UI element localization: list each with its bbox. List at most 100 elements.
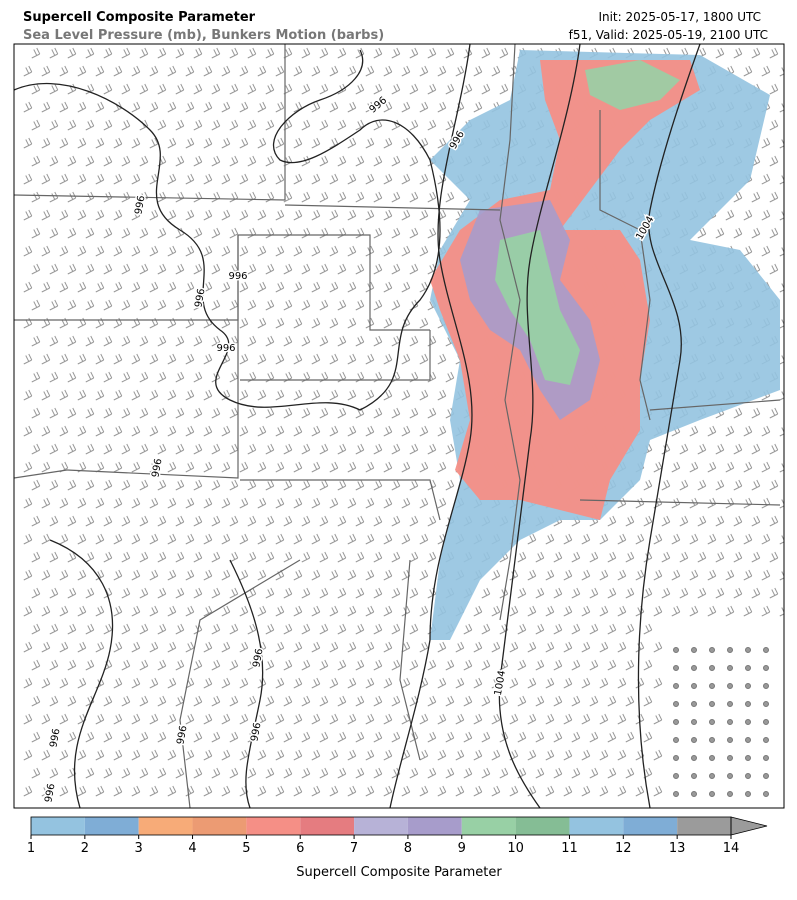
colorbar-segment <box>300 817 355 835</box>
colorbar-segment <box>138 817 193 835</box>
calm-marker <box>691 755 697 761</box>
colorbar-tick-label: 12 <box>615 841 632 856</box>
contour-label: 996 <box>193 288 207 309</box>
colorbar-tick-label: 9 <box>458 841 466 856</box>
colorbar-segment <box>31 817 85 835</box>
contour-label: 996 <box>133 195 147 216</box>
calm-marker <box>709 755 715 761</box>
calm-marker <box>763 755 769 761</box>
contour-label: 996 <box>43 783 57 804</box>
calm-marker <box>745 665 751 671</box>
colorbar-tick-label: 1 <box>27 841 35 856</box>
colorbar-label: Supercell Composite Parameter <box>296 865 502 880</box>
calm-marker <box>709 701 715 707</box>
calm-marker <box>691 665 697 671</box>
calm-marker <box>745 773 751 779</box>
calm-marker <box>727 773 733 779</box>
colorbar-segment <box>407 817 462 835</box>
calm-marker <box>673 773 679 779</box>
colorbar-tick-label: 8 <box>404 841 412 856</box>
calm-marker <box>763 665 769 671</box>
colorbar-segment <box>569 817 624 835</box>
colorbar-frame <box>30 816 732 836</box>
calm-marker <box>727 665 733 671</box>
calm-marker <box>727 701 733 707</box>
colorbar: 1 2 3 4 5 6 7 8 9 10 11 12 13 14 <box>27 816 768 856</box>
calm-marker <box>763 719 769 725</box>
calm-marker <box>691 647 697 653</box>
contour-label: 996 <box>251 648 265 669</box>
calm-marker <box>673 719 679 725</box>
calm-marker <box>745 647 751 653</box>
calm-marker <box>691 773 697 779</box>
calm-marker <box>727 683 733 689</box>
calm-marker <box>745 683 751 689</box>
calm-marker <box>691 791 697 797</box>
calm-marker <box>673 683 679 689</box>
contour-label: 996 <box>228 271 247 282</box>
calm-marker <box>673 647 679 653</box>
calm-marker <box>763 773 769 779</box>
state-borders <box>14 44 781 808</box>
colorbar-tick-label: 13 <box>669 841 686 856</box>
calm-marker <box>709 737 715 743</box>
calm-marker <box>709 647 715 653</box>
calm-marker <box>763 737 769 743</box>
colorbar-segment <box>246 817 301 835</box>
colorbar-tick-label: 7 <box>350 841 358 856</box>
calm-marker <box>727 755 733 761</box>
contour-label: 996 <box>150 458 164 479</box>
colorbar-segment <box>623 817 678 835</box>
calm-marker <box>727 737 733 743</box>
title: Supercell Composite Parameter <box>23 10 256 25</box>
colorbar-segment <box>192 817 247 835</box>
colorbar-tick-label: 11 <box>561 841 578 856</box>
colorbar-segment <box>84 817 139 835</box>
calm-marker <box>709 665 715 671</box>
contour-label: 996 <box>175 725 189 746</box>
scp-very-high <box>495 230 580 385</box>
colorbar-tick-label: 3 <box>135 841 143 856</box>
colorbar-tick-label: 4 <box>188 841 196 856</box>
calm-marker <box>745 719 751 725</box>
calm-marker <box>673 791 679 797</box>
calm-marker <box>709 773 715 779</box>
colorbar-segment <box>677 817 731 835</box>
calm-marker <box>691 719 697 725</box>
colorbar-tick-label: 5 <box>242 841 250 856</box>
calm-marker <box>745 791 751 797</box>
calm-marker <box>709 719 715 725</box>
init-time: Init: 2025-05-17, 1800 UTC <box>598 10 761 24</box>
calm-marker <box>763 791 769 797</box>
calm-marker <box>727 647 733 653</box>
calm-marker <box>691 701 697 707</box>
calm-marker <box>691 683 697 689</box>
subtitle: Sea Level Pressure (mb), Bunkers Motion … <box>23 28 384 43</box>
contour-label: 996 <box>48 728 62 749</box>
colorbar-segment <box>515 817 570 835</box>
calm-marker <box>727 791 733 797</box>
calm-marker <box>727 719 733 725</box>
calm-marker <box>673 665 679 671</box>
calm-marker <box>745 701 751 707</box>
calm-marker <box>691 737 697 743</box>
calm-marker <box>673 701 679 707</box>
calm-marker <box>673 755 679 761</box>
contour-label: 996 <box>216 343 235 354</box>
colorbar-tick-label: 10 <box>507 841 524 856</box>
contour-label: 996 <box>249 722 263 743</box>
colorbar-tick-label: 6 <box>296 841 304 856</box>
calm-marker <box>745 737 751 743</box>
calm-marker <box>709 683 715 689</box>
colorbar-segment <box>354 817 408 835</box>
calm-marker <box>763 647 769 653</box>
calm-marker <box>763 701 769 707</box>
colorbar-segment <box>461 817 516 835</box>
colorbar-tick-label: 2 <box>81 841 89 856</box>
calm-marker <box>709 791 715 797</box>
isobars <box>14 44 701 808</box>
scp-very-high <box>585 60 680 110</box>
